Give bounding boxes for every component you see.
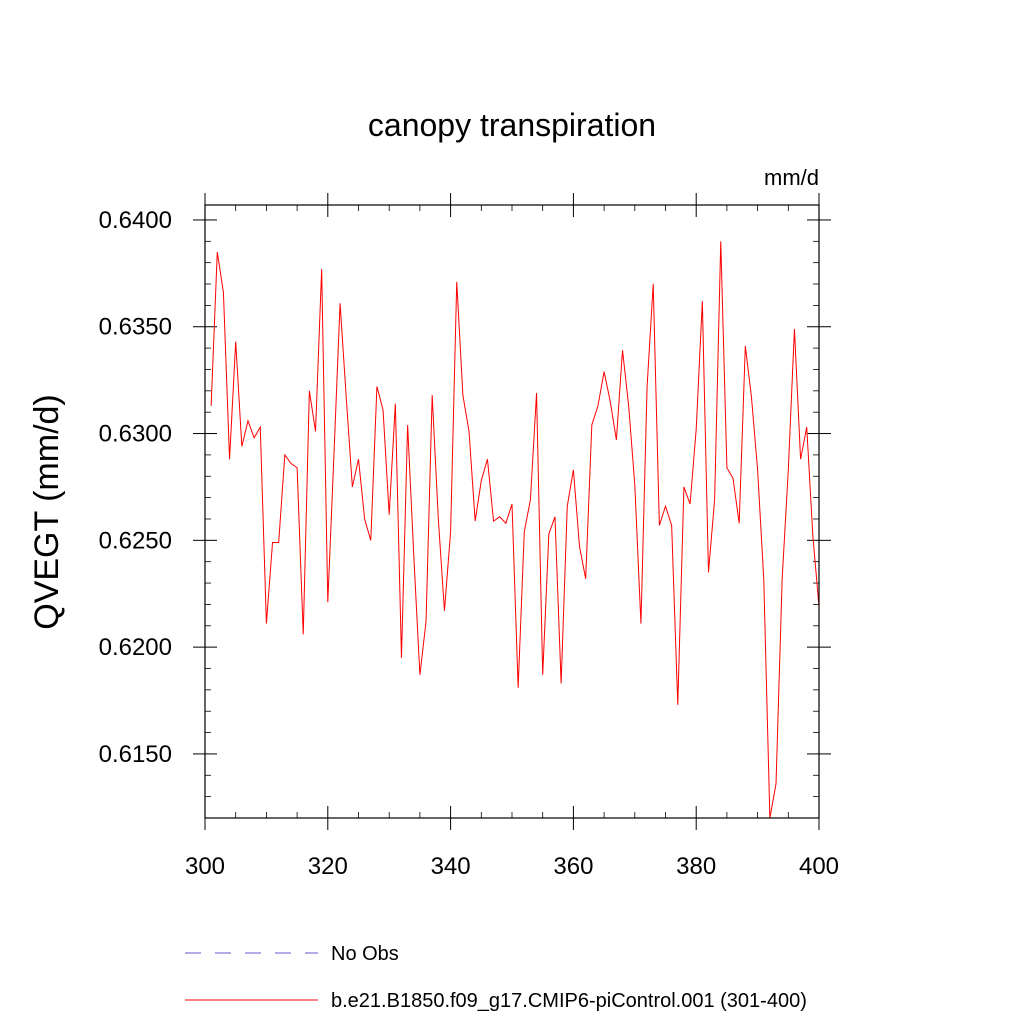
y-tick-label: 0.6250: [99, 527, 172, 554]
axis-tick-labels: 300 320 340 360 380 400 0.6150 0.6200 0.6250 0.63…: [99, 207, 839, 880]
units-label: mm/d: [764, 165, 819, 190]
x-tick-label: 300: [185, 853, 225, 880]
x-tick-label: 380: [676, 853, 716, 880]
legend-label: b.e21.B1850.f09_g17.CMIP6-piControl.001 …: [331, 990, 807, 1012]
y-tick-label: 0.6400: [99, 207, 172, 234]
x-tick-label: 320: [308, 853, 348, 880]
legend: No Obs b.e21.B1850.f09_g17.CMIP6-piContro…: [185, 943, 807, 1012]
series-line: [210, 241, 820, 819]
plot-frame: [204, 204, 820, 819]
y-axis-label: QVEGT (mm/d): [28, 394, 66, 630]
x-tick-label: 400: [799, 853, 839, 880]
series-layer: [210, 241, 820, 819]
legend-label: No Obs: [331, 943, 399, 965]
y-tick-label: 0.6350: [99, 314, 172, 341]
y-tick-label: 0.6150: [99, 741, 172, 768]
chart-title: canopy transpiration: [368, 107, 656, 143]
x-tick-label: 340: [431, 853, 471, 880]
y-tick-label: 0.6300: [99, 421, 172, 448]
x-tick-label: 360: [553, 853, 593, 880]
y-tick-label: 0.6200: [99, 634, 172, 661]
axis-ticks: [193, 193, 831, 830]
